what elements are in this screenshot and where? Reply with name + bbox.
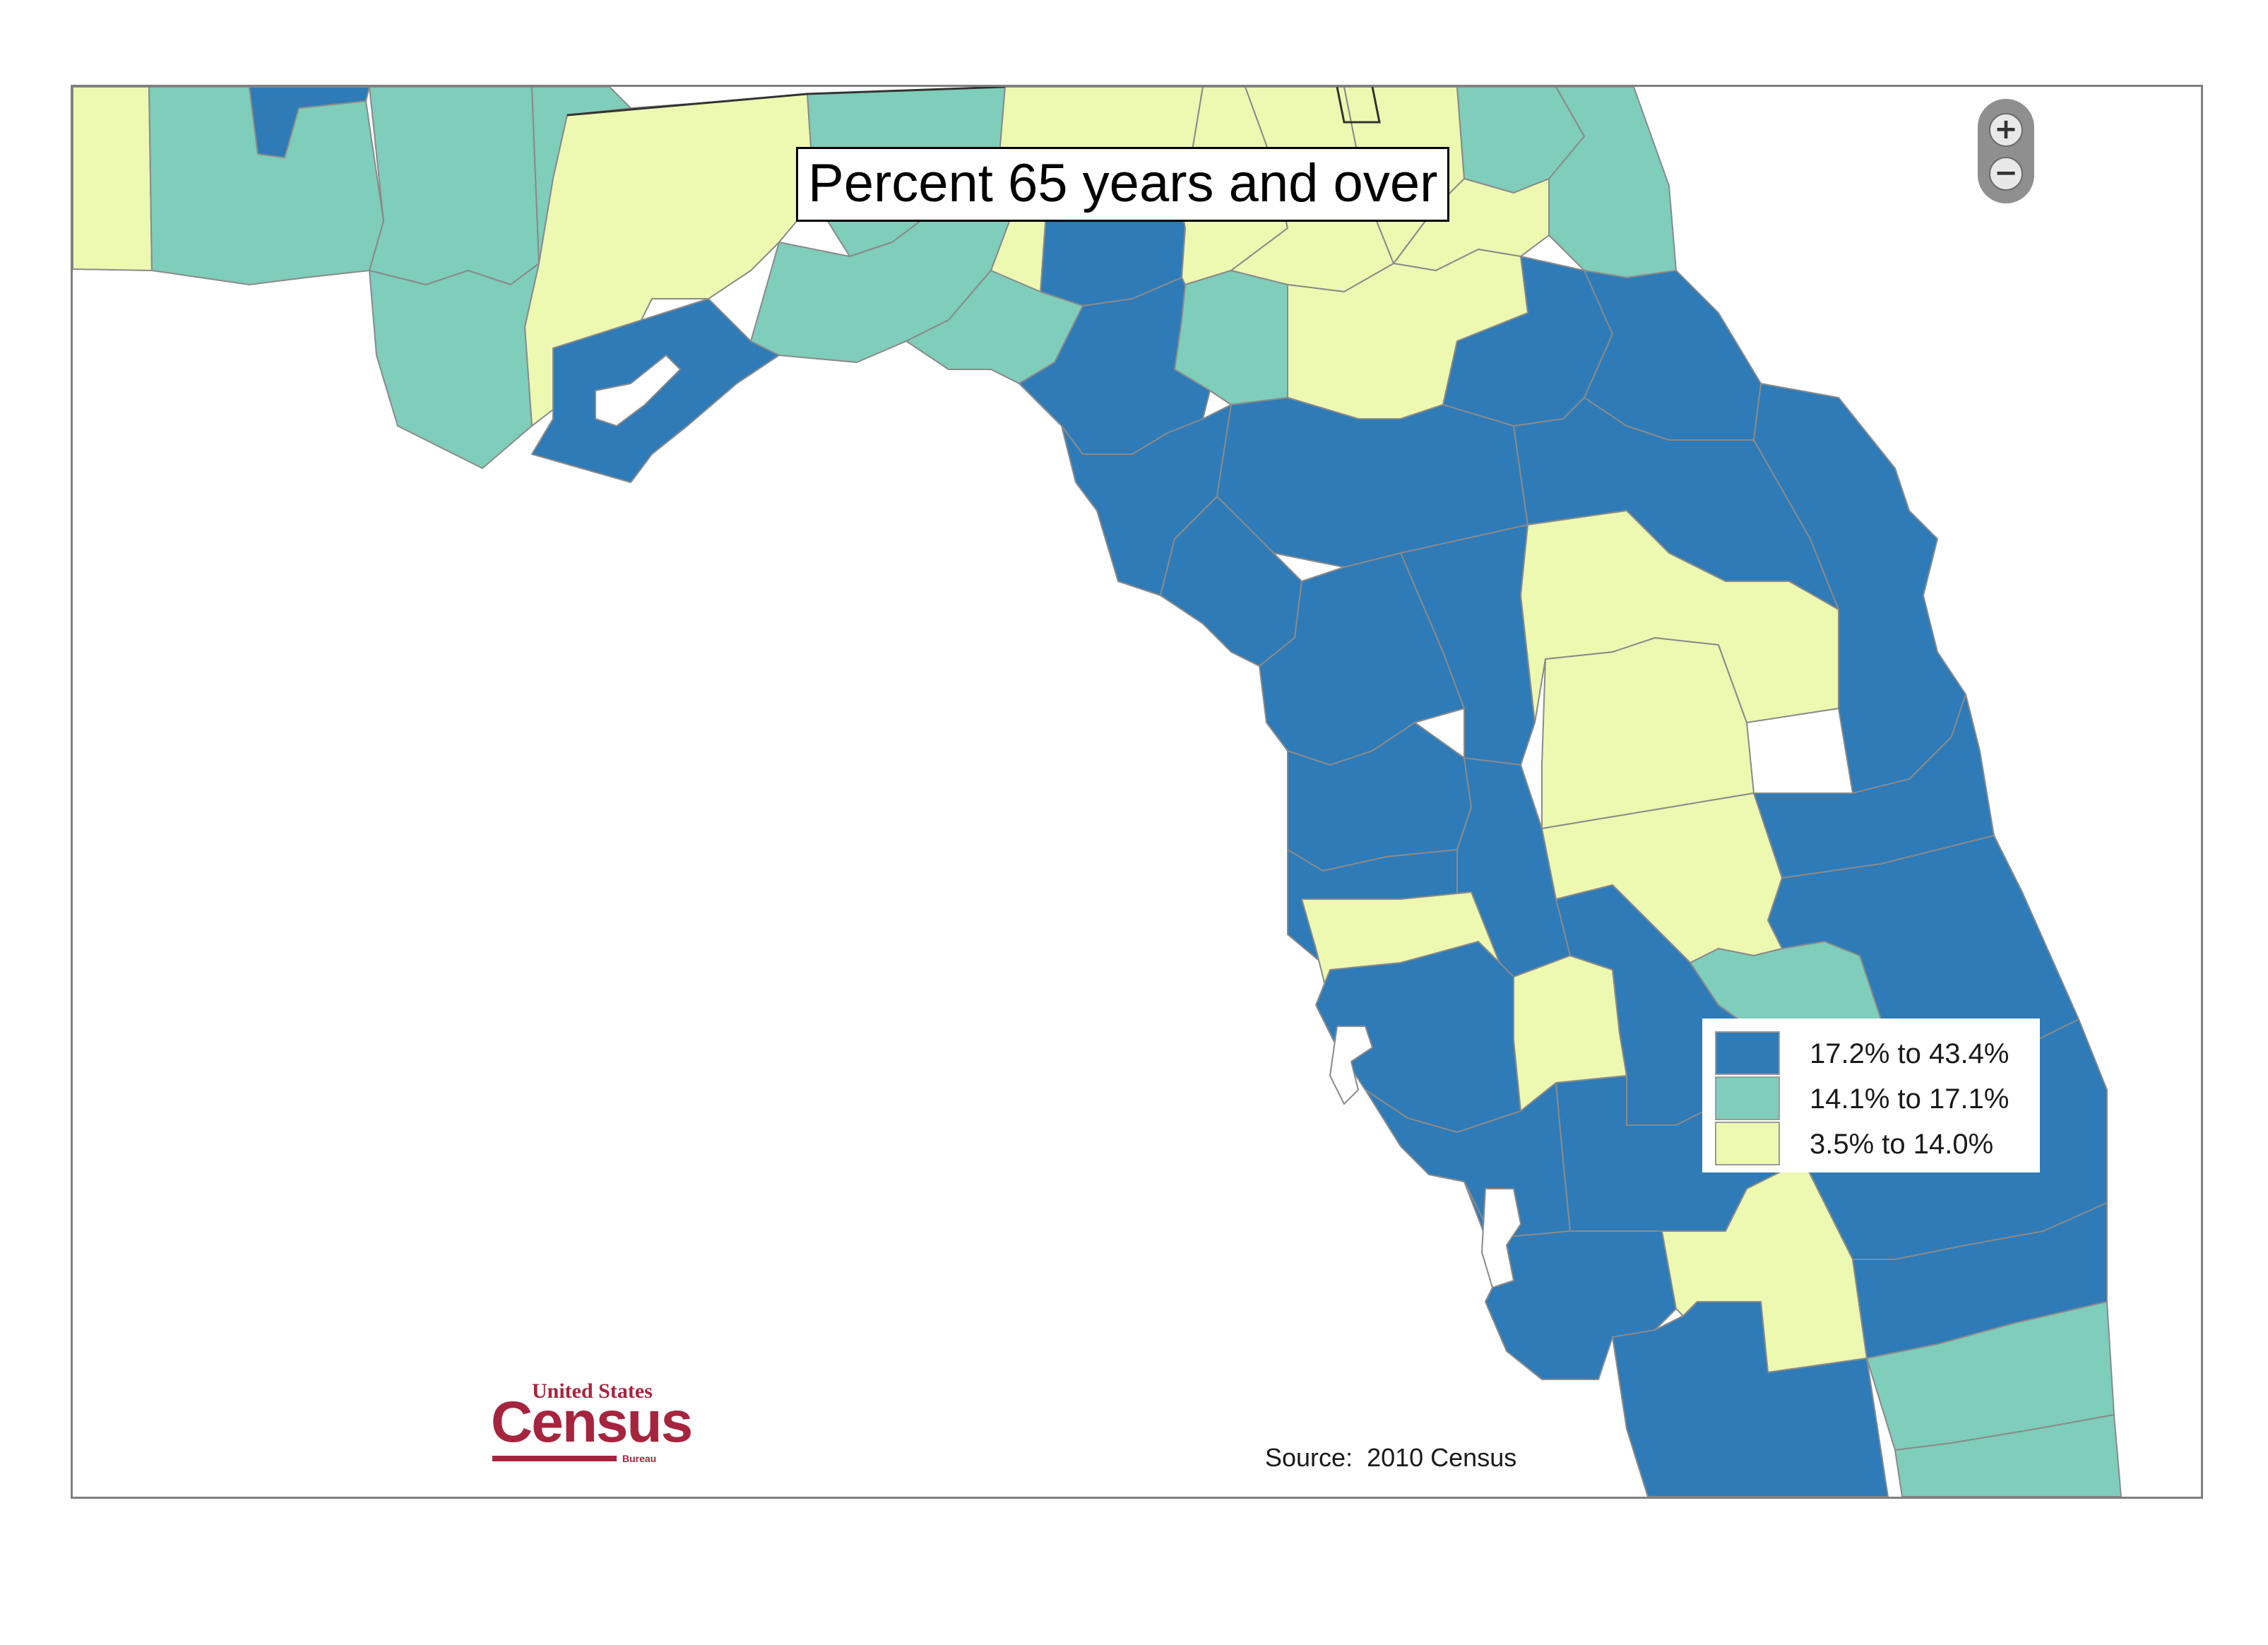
county-region[interactable] xyxy=(1894,1414,2122,1497)
county-region[interactable] xyxy=(1520,510,1839,723)
source-caption: Source: 2010 Census xyxy=(1265,1443,1517,1472)
zoom-in-button[interactable]: + xyxy=(1989,113,2023,147)
census-logo-bottom-text: Bureau xyxy=(622,1453,657,1464)
legend-swatch xyxy=(1715,1076,1780,1120)
legend-label: 14.1% to 17.1% xyxy=(1810,1083,2009,1115)
map-title: Percent 65 years and over xyxy=(796,147,1450,222)
county-region[interactable] xyxy=(1612,1301,1889,1497)
county-region[interactable] xyxy=(369,87,540,285)
gulf-inlet xyxy=(595,354,682,427)
map-frame[interactable]: United States Census Bureau Source: 2010… xyxy=(71,85,2203,1499)
zoom-out-button[interactable]: − xyxy=(1989,157,2023,191)
legend-swatch xyxy=(1715,1031,1780,1075)
legend-label: 17.2% to 43.4% xyxy=(1810,1038,2009,1069)
legend-label: 3.5% to 14.0% xyxy=(1810,1129,1994,1160)
county-region[interactable] xyxy=(369,263,540,469)
census-logo-main-text: Census xyxy=(491,1390,693,1454)
census-logo: United States Census Bureau xyxy=(491,1379,693,1471)
census-logo-top-text: United States xyxy=(532,1379,653,1403)
state-border xyxy=(1336,87,1381,124)
zoom-control: + − xyxy=(1978,99,2034,203)
gulf-inlet xyxy=(1329,1026,1374,1105)
census-logo-bar xyxy=(492,1456,617,1461)
county-region[interactable] xyxy=(249,87,370,158)
gulf-inlet xyxy=(1480,1188,1522,1289)
legend-swatch xyxy=(1715,1122,1780,1165)
county-region[interactable] xyxy=(1753,383,1966,794)
county-region[interactable] xyxy=(73,87,153,271)
state-border xyxy=(566,87,1006,117)
map-legend: 17.2% to 43.4% 14.1% to 17.1% 3.5% to 14… xyxy=(1702,1019,2040,1172)
choropleth-map[interactable] xyxy=(73,87,2201,1497)
